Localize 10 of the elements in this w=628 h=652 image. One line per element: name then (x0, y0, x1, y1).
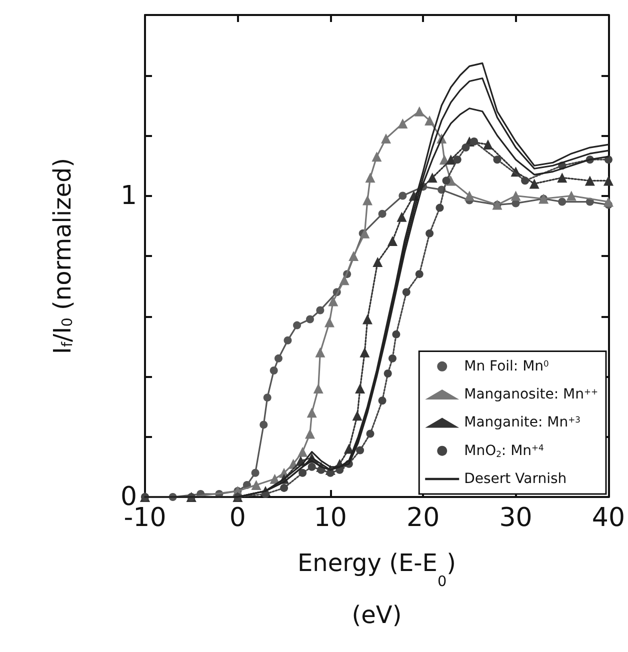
text: Energy (E-E0) (eV) (297, 549, 456, 629)
x-tick-label: 30 (499, 503, 532, 533)
legend-label: Desert Varnish (464, 471, 567, 487)
x-tick-label: 20 (406, 503, 440, 533)
legend-label: Manganosite: Mn++ (464, 386, 598, 403)
y-tick-label: 1 (120, 180, 137, 211)
x-tick-label: 0 (229, 503, 246, 533)
y-axis-title: If/I0 (normalized) (48, 158, 77, 354)
x-tick-label: 40 (592, 503, 626, 533)
x-tick-label: 10 (314, 503, 347, 533)
